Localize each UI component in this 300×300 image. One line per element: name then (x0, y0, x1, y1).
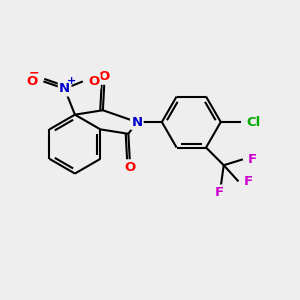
Text: O: O (124, 160, 136, 174)
Text: N: N (131, 116, 142, 128)
Text: F: F (248, 153, 257, 166)
Text: F: F (244, 175, 253, 188)
Text: N: N (59, 82, 70, 95)
Text: +: + (67, 76, 76, 86)
Text: O: O (27, 75, 38, 88)
Text: O: O (99, 70, 110, 83)
Text: Cl: Cl (247, 116, 261, 128)
Text: O: O (88, 75, 99, 88)
Text: −: − (29, 66, 39, 79)
Text: F: F (215, 186, 224, 199)
